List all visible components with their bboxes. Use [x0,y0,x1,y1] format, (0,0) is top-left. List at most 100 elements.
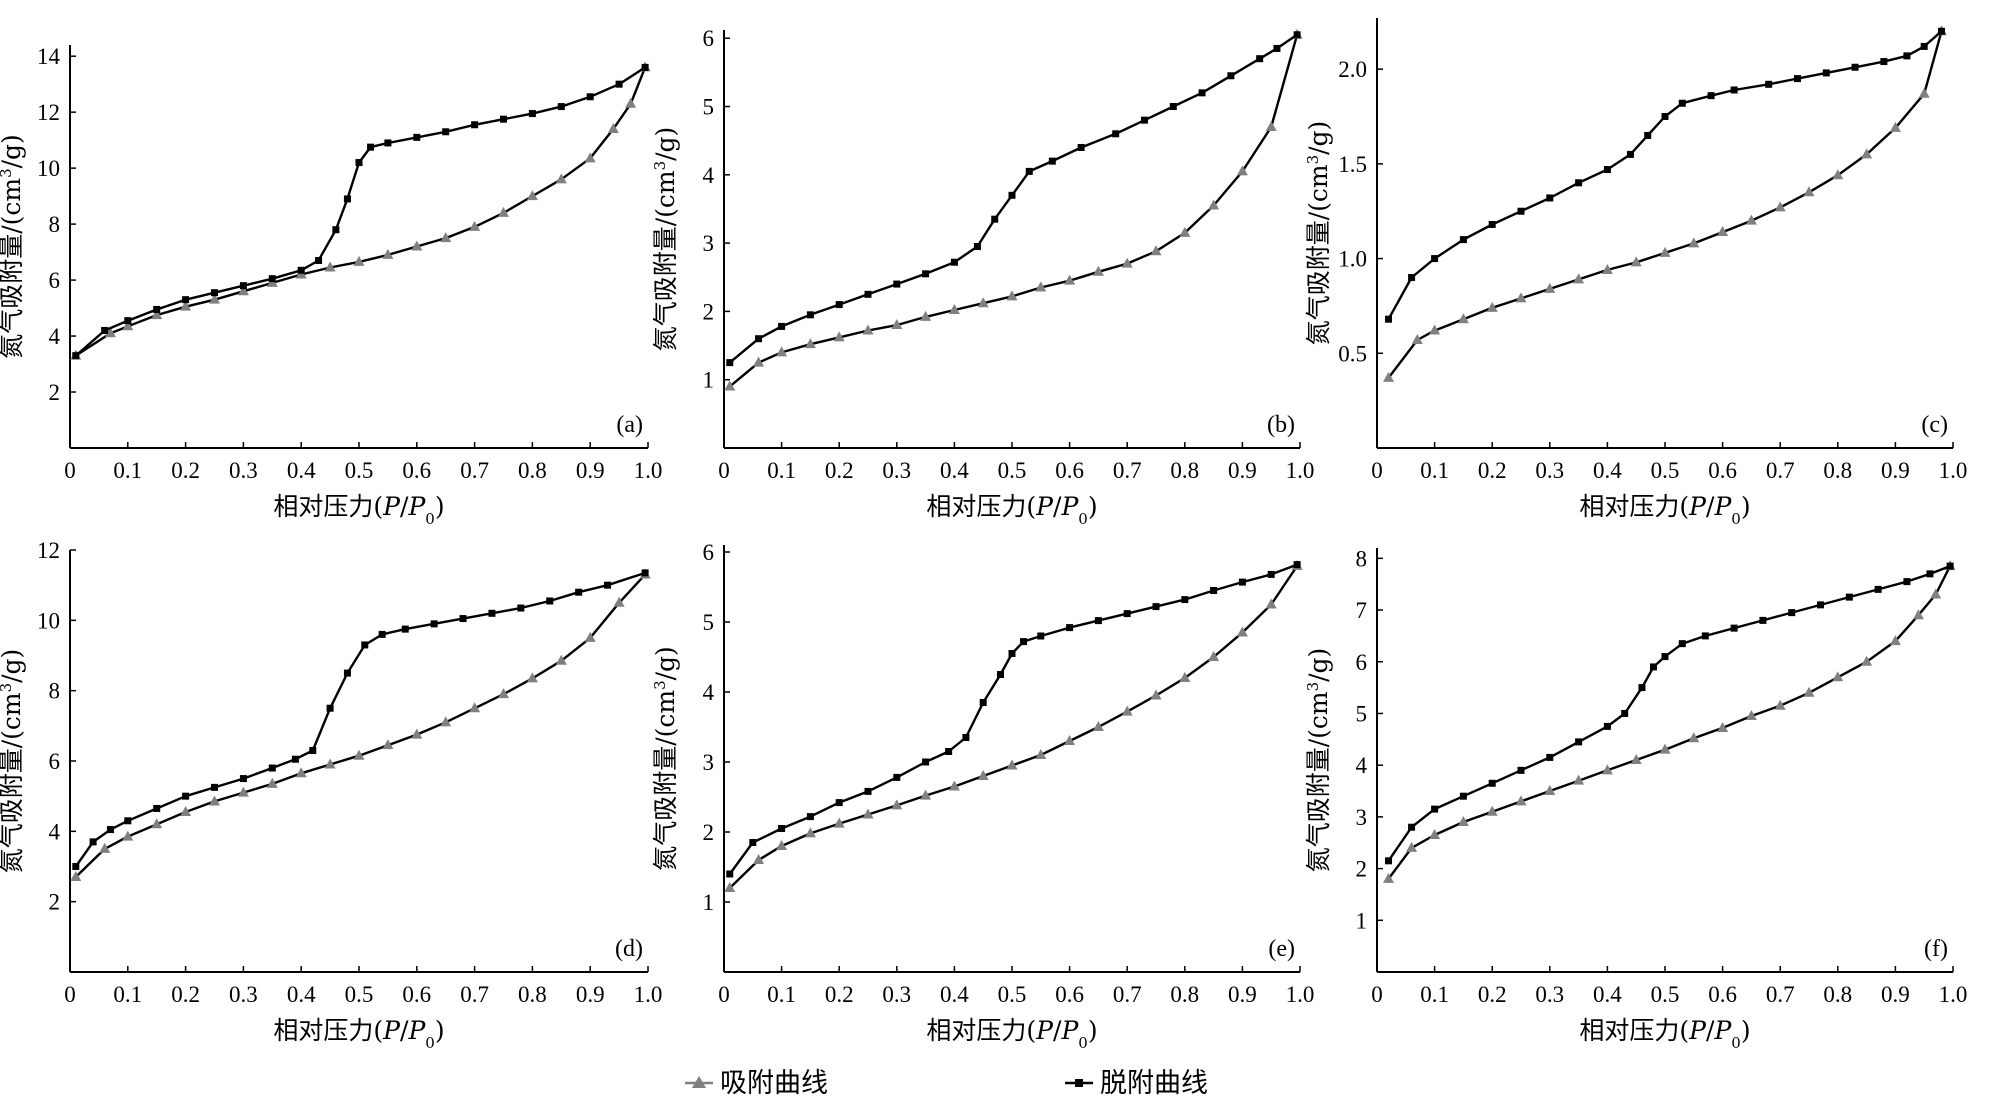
desorption-point [1517,207,1525,215]
adsorption-point [1429,324,1441,335]
adsorption-point [1486,805,1498,816]
adsorption-point [1803,186,1815,197]
desorption-point [239,775,247,783]
x-tick-label: 0 [1371,982,1383,1007]
y-tick-label: 6 [49,749,61,774]
x-tick-label: 1.0 [1286,982,1315,1007]
x-tick-label: 0.6 [1055,982,1084,1007]
desorption-point [1408,274,1416,282]
desorption-point [528,110,536,118]
adsorption-point [1064,735,1076,745]
adsorption-point [1573,774,1585,785]
chart-panel-a: 0 0.1 0.2 0.3 0.4 0.5 0.6 0.7 0.8 0.9 1.0 2 4 6 8 10 12 1… [0,44,662,528]
y-tick-label: 10 [37,156,60,181]
adsorption-point [180,805,192,816]
adsorption-point [324,261,336,272]
adsorption-point [1429,828,1441,839]
desorption-point [1903,578,1911,586]
chart-panel-c: 0 0.1 0.2 0.3 0.4 0.5 0.6 0.7 0.8 0.9 1.0 0.5 1.0 1.5… [1304,18,1967,528]
adsorption-point [833,817,845,828]
adsorption-point [1406,841,1418,852]
legend-desorption-marker [1075,1079,1083,1087]
x-tick-label: 0.3 [882,982,911,1007]
x-tick-label: 0.7 [460,458,489,483]
x-tick-label: 0.3 [882,458,911,483]
x-tick-label: 0 [1371,458,1383,483]
y-tick-label: 8 [49,679,61,704]
adsorption-point [1912,609,1924,620]
adsorption-point [526,672,538,683]
desorption-point [1267,570,1275,578]
desorption-series-line-d [74,571,646,868]
desorption-point [343,195,351,203]
x-tick-label: 0.4 [940,982,969,1007]
x-tick-label: 0.8 [1823,982,1852,1007]
x-tick-label: 1.0 [1939,458,1968,483]
x-tick-label: 0.6 [402,458,431,483]
x-tick-label: 0.9 [576,458,605,483]
desorption-point [1488,779,1496,787]
adsorption-point [1601,764,1613,775]
desorption-point [973,243,981,251]
desorption-point [1678,640,1686,648]
x-tick-label: 0.1 [113,458,142,483]
adsorption-point [498,206,509,217]
y-tick-label: 1 [1356,908,1368,933]
desorption-point [979,699,987,706]
desorption-point [488,609,496,617]
desorption-point [893,773,901,781]
desorption-point [1644,131,1652,139]
desorption-point [1094,617,1102,625]
panel-label-b: (b) [1267,412,1295,438]
legend-item-desorption: 脱附曲线 [1065,1068,1208,1098]
adsorption-point [625,97,637,108]
adsorption-point [1208,199,1220,210]
x-tick-label: 1.0 [1286,458,1315,483]
adsorption-point [555,173,567,184]
legend: 吸附曲线 脱附曲线 [685,1068,1208,1098]
desorption-point [1008,650,1016,657]
adsorption-point [776,840,788,850]
x-tick-label: 0.2 [1478,458,1507,483]
desorption-point [182,792,190,800]
adsorption-point [724,380,736,391]
y-tick-label: 2 [703,820,715,845]
x-tick-label: 0.6 [1708,458,1737,483]
x-tick-label: 0.5 [998,458,1027,483]
x-tick-label: 0.7 [1766,458,1795,483]
adsorption-point [753,854,765,864]
adsorption-point [70,871,82,882]
desorption-point [459,615,467,623]
desorption-point [996,671,1004,678]
desorption-point [182,296,190,304]
x-tick-label: 0.7 [1766,982,1795,1007]
adsorption-series-line-c [1387,30,1943,379]
desorption-point [343,669,351,677]
desorption-point [1817,601,1825,609]
adsorption-point [753,356,765,367]
desorption-point [1946,562,1954,570]
desorption-point [1707,92,1715,100]
adsorption-point [607,122,619,133]
adsorption-point [1411,334,1423,345]
adsorption-point [1861,655,1873,666]
x-tick-label: 0.8 [1823,458,1852,483]
desorption-point [1238,578,1246,586]
desorption-point [1546,194,1554,202]
desorption-point [332,226,340,234]
adsorption-point [1092,265,1104,276]
legend-desorption-label: 脱附曲线 [1100,1068,1208,1098]
x-tick-label: 0.8 [1170,982,1199,1007]
adsorption-point [1544,282,1556,293]
y-tick-label: 7 [1356,598,1368,623]
adsorption-point [862,324,874,335]
adsorption-point [1092,721,1104,731]
desorption-point [945,748,953,755]
desorption-point [89,838,97,846]
x-tick-label: 0.5 [998,982,1027,1007]
desorption-point [922,270,930,278]
desorption-point [1431,805,1439,813]
desorption-point [1546,753,1554,761]
y-tick-label: 8 [1356,546,1368,571]
y-axis-title-a: 氮气吸附量/(cm3/g) [0,134,26,359]
